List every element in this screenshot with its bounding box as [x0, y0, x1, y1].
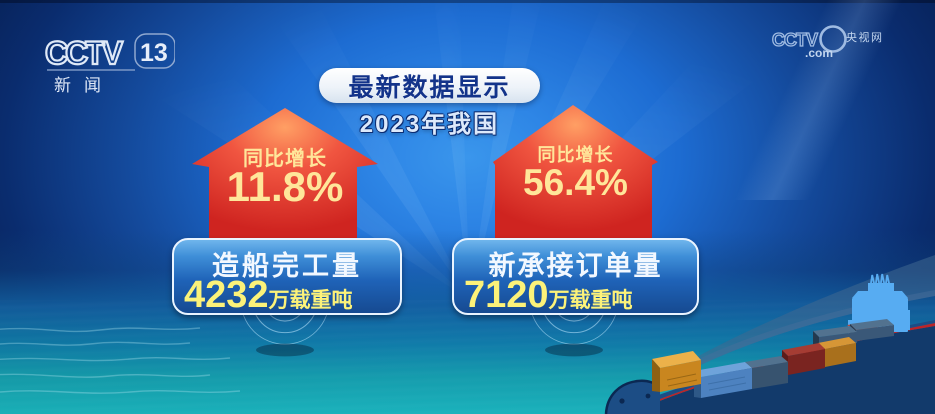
- svg-text:央视网: 央视网: [846, 30, 884, 44]
- svg-text:.com: .com: [805, 46, 833, 60]
